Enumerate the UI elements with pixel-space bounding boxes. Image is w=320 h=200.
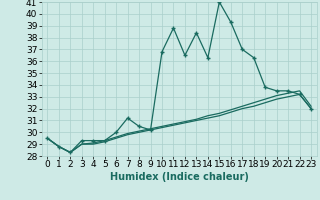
- X-axis label: Humidex (Indice chaleur): Humidex (Indice chaleur): [110, 172, 249, 182]
